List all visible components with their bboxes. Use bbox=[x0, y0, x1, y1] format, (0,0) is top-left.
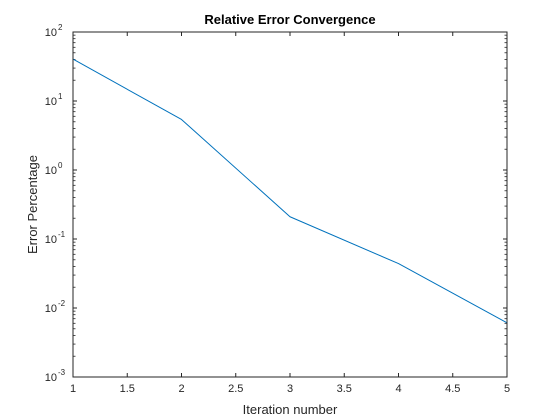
y-tick-label-base: 10 bbox=[45, 234, 57, 246]
y-tick-label: 10 -3 bbox=[45, 368, 66, 384]
y-tick-label-exponent: 0 bbox=[58, 161, 63, 170]
y-tick-label-exponent: 1 bbox=[58, 92, 63, 101]
y-tick-label: 10 2 bbox=[45, 23, 63, 39]
series-layer bbox=[72, 58, 508, 324]
y-tick-label-base: 10 bbox=[45, 372, 57, 384]
y-tick-label: 10 1 bbox=[45, 92, 63, 108]
y-tick-label: 10 -1 bbox=[45, 230, 66, 246]
x-tick-label: 4.5 bbox=[445, 383, 460, 395]
x-tick-label: 3 bbox=[287, 383, 293, 395]
chart-title: Relative Error Convergence bbox=[204, 12, 375, 27]
y-tick-label-base: 10 bbox=[45, 165, 57, 177]
x-tick-label: 4 bbox=[395, 383, 401, 395]
x-tick-label: 1.5 bbox=[120, 383, 135, 395]
y-tick-label-exponent: -3 bbox=[58, 368, 66, 377]
x-axis-label: Iteration number bbox=[243, 402, 338, 417]
x-tick-label: 2.5 bbox=[228, 383, 243, 395]
y-axis-label: Error Percentage bbox=[25, 155, 40, 254]
y-tick-label: 10 -2 bbox=[45, 299, 66, 315]
x-axis-ticks: 1 1.5 2 2.5 3 3.5 4 4.5 5 bbox=[70, 32, 510, 395]
series-line bbox=[72, 58, 508, 324]
y-tick-label-exponent: -1 bbox=[58, 230, 66, 239]
y-tick-label-base: 10 bbox=[45, 27, 57, 39]
y-tick-label-exponent: 2 bbox=[58, 23, 63, 32]
x-tick-label: 2 bbox=[178, 383, 184, 395]
y-tick-label: 10 0 bbox=[45, 161, 63, 177]
y-tick-label-exponent: -2 bbox=[58, 299, 66, 308]
axes-box bbox=[72, 31, 508, 378]
x-tick-label: 3.5 bbox=[337, 383, 352, 395]
x-tick-label: 5 bbox=[504, 383, 510, 395]
plot-area bbox=[73, 32, 507, 377]
x-tick-label: 1 bbox=[70, 383, 76, 395]
y-tick-label-base: 10 bbox=[45, 303, 57, 315]
y-tick-label-base: 10 bbox=[45, 96, 57, 108]
